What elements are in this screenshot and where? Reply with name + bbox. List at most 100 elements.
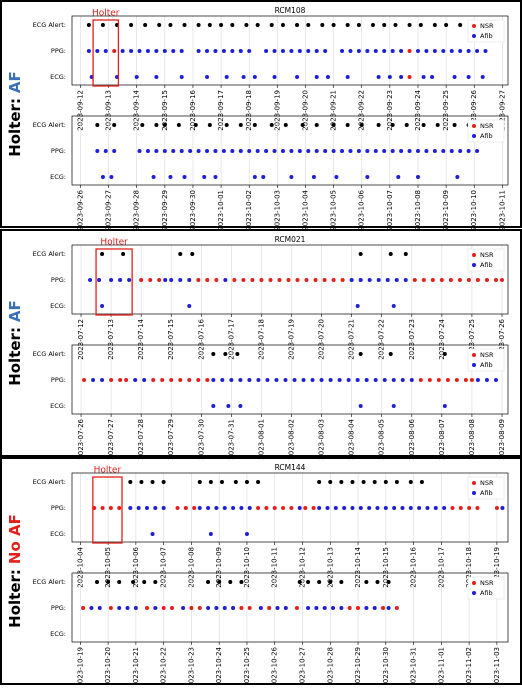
data-point: [137, 49, 142, 53]
data-point: [350, 506, 355, 510]
data-point: [400, 506, 405, 510]
data-point: [399, 49, 404, 53]
data-point: [442, 404, 447, 408]
data-point: [241, 278, 246, 282]
x-tick-label: 2023-09-22: [358, 90, 366, 131]
data-point: [430, 278, 435, 282]
panel-border: [0, 229, 522, 457]
data-point: [143, 23, 148, 27]
x-tick-label: 2023-08-04: [348, 418, 356, 459]
x-tick-label: 2023-10-19: [76, 647, 84, 685]
data-point: [322, 606, 327, 610]
data-point: [483, 49, 488, 53]
x-tick-label: 2023-10-04: [76, 546, 84, 587]
data-point: [100, 378, 105, 382]
x-tick-label: 2023-10-20: [104, 647, 112, 685]
data-point: [289, 175, 294, 179]
data-point: [274, 378, 279, 382]
data-point: [211, 352, 216, 356]
data-point: [261, 175, 266, 179]
data-point: [323, 49, 328, 53]
data-point: [339, 580, 344, 584]
x-tick-label: 2023-09-24: [414, 89, 422, 130]
data-point: [387, 75, 392, 79]
panel-label-prefix: Holter:: [6, 569, 24, 628]
data-point: [106, 580, 111, 584]
data-point: [358, 352, 363, 356]
data-point: [391, 378, 396, 382]
data-point: [314, 123, 319, 127]
data-point: [407, 49, 412, 53]
data-point: [386, 580, 391, 584]
panel: Holter: No AF: [0, 457, 522, 685]
data-point: [370, 23, 375, 27]
data-point: [394, 480, 399, 484]
x-tick-label: 2023-10-07: [160, 547, 168, 588]
x-tick-label: 2023-07-31: [227, 419, 235, 460]
data-point: [205, 49, 210, 53]
panel-label-prefix: Holter:: [6, 327, 24, 386]
data-point: [382, 149, 387, 153]
x-tick-label: 2023-07-21: [348, 319, 356, 360]
legend-label: Afib: [480, 132, 493, 140]
x-tick-label: 2023-10-22: [160, 647, 168, 685]
data-point: [328, 580, 333, 584]
data-point: [238, 123, 243, 127]
data-point: [475, 278, 480, 282]
x-tick-label: 2023-10-01: [217, 190, 225, 231]
data-point: [441, 49, 446, 53]
data-point: [202, 175, 207, 179]
data-point: [385, 278, 390, 282]
y-tick-label: ECG Alert:: [33, 478, 66, 486]
legend-marker: [472, 34, 476, 38]
data-point: [133, 606, 138, 610]
data-point: [118, 278, 123, 282]
data-point: [208, 532, 213, 536]
data-point: [407, 75, 412, 79]
data-point: [442, 352, 447, 356]
data-point: [358, 278, 363, 282]
y-tick-label: PPG:: [51, 147, 66, 155]
data-point: [162, 123, 167, 127]
x-tick-label: 2023-07-16: [197, 318, 205, 359]
data-point: [412, 278, 417, 282]
x-tick-label: 2023-09-26: [76, 189, 84, 230]
data-point: [303, 506, 308, 510]
legend-marker: [472, 253, 476, 257]
x-tick-label: 2023-10-31: [410, 647, 418, 685]
data-point: [306, 23, 311, 27]
data-point: [314, 75, 319, 79]
data-point: [355, 304, 360, 308]
data-point: [349, 278, 354, 282]
data-point: [148, 278, 153, 282]
data-point: [219, 23, 224, 27]
x-tick-label: 2023-07-25: [468, 319, 476, 360]
data-point: [407, 23, 412, 27]
x-tick-label: 2023-10-08: [414, 190, 422, 231]
data-point: [467, 506, 472, 510]
data-point: [228, 580, 233, 584]
data-point: [230, 23, 235, 27]
data-point: [364, 580, 369, 584]
data-point: [136, 506, 141, 510]
data-point: [337, 378, 342, 382]
x-tick-label: 2023-10-17: [437, 547, 445, 588]
data-point: [187, 304, 192, 308]
data-point: [331, 149, 336, 153]
x-tick-label: 2023-07-23: [408, 319, 416, 360]
data-point: [214, 278, 219, 282]
holter-box: [95, 248, 133, 316]
chart-title: RCM144: [275, 463, 306, 472]
data-point: [367, 506, 372, 510]
x-tick-label: 2023-10-13: [326, 547, 334, 588]
x-tick-label: 2023-10-04: [301, 189, 309, 230]
data-point: [196, 49, 201, 53]
data-point: [310, 378, 315, 382]
x-tick-label: 2023-10-02: [245, 190, 253, 231]
data-point: [430, 75, 435, 79]
data-point: [255, 149, 260, 153]
data-point: [267, 606, 272, 610]
data-point: [217, 580, 222, 584]
data-point: [358, 252, 363, 256]
data-point: [415, 175, 420, 179]
